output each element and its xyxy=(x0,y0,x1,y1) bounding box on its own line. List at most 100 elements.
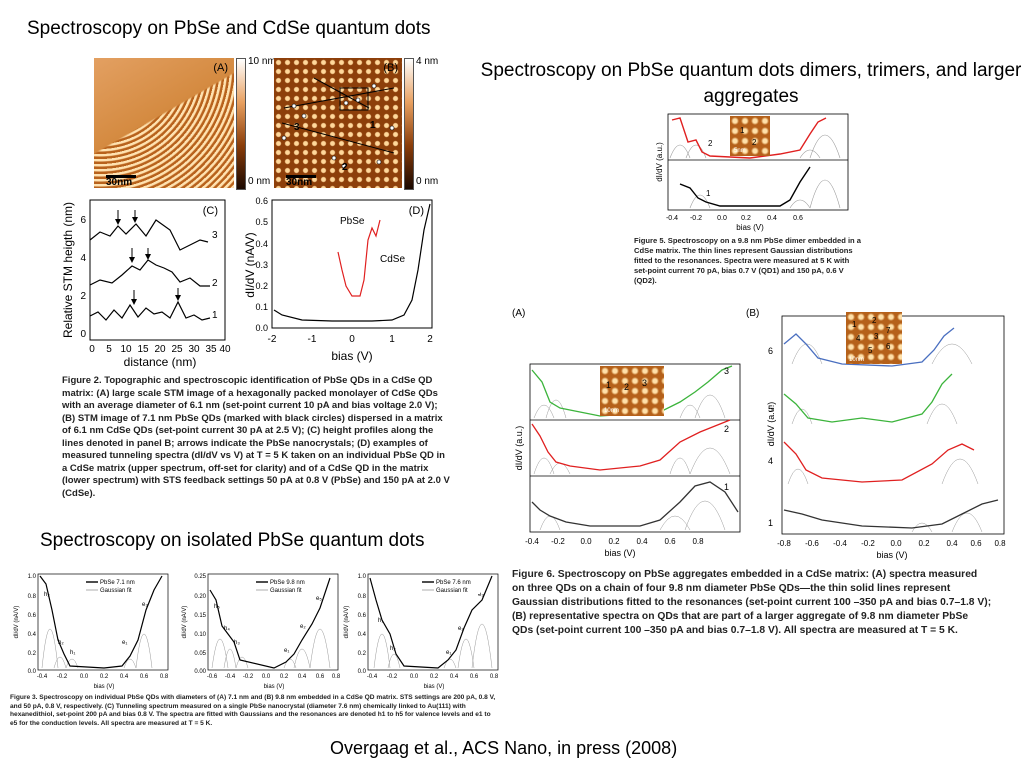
fig3c-ytick: 0.0 xyxy=(358,669,367,675)
figure-3-caption: Figure 3. Spectroscopy on individual PbS… xyxy=(10,694,496,727)
c-xtick: 15 xyxy=(137,344,149,355)
fig3c-legend-series: PbSe 7.6 nm xyxy=(436,580,471,586)
c-xtick: 25 xyxy=(171,344,183,355)
inset-qd-2: 2 xyxy=(624,382,630,392)
fig6a-xtick: 0.8 xyxy=(692,537,704,546)
fig6a-curve-label: 1 xyxy=(724,482,729,492)
d-xtick: 1 xyxy=(389,334,395,345)
panel-label-d: (D) xyxy=(409,205,424,217)
fig3b-xlabel: bias (V) xyxy=(264,684,285,690)
fig3c-ytick: 0.6 xyxy=(358,613,367,619)
d-ytick: 0.1 xyxy=(255,302,268,312)
fig6b-xtick: -0.4 xyxy=(833,539,847,548)
fig3c-peak: e₂ xyxy=(458,626,464,632)
fig3b-xtick: 0.0 xyxy=(262,674,271,680)
fig6b-xtick: -0.2 xyxy=(861,539,875,548)
fig3b-ytick: 0.10 xyxy=(194,632,206,638)
fig6b-xtick: 0.4 xyxy=(946,539,958,548)
fig3a-ytick: 1.0 xyxy=(28,574,37,580)
fig3b-ytick: 0.00 xyxy=(194,669,206,675)
inset-qd-6: 6 xyxy=(886,342,891,351)
scale-label: 30nm xyxy=(106,177,133,188)
fig6b-ylabel: dI/dV (a.u.) xyxy=(766,402,776,447)
inset-qd-3: 3 xyxy=(874,332,879,341)
c-xtick: 40 xyxy=(219,344,231,355)
fig6b-inset-stm: 1 2 7 4 3 6 5 10nm xyxy=(846,312,902,364)
fig3b-xtick: -0.2 xyxy=(243,674,254,680)
fig3a-ylabel: dI/dV (nA/V) xyxy=(14,606,20,639)
figure-6-caption: Figure 6. Spectroscopy on PbSe aggregate… xyxy=(512,569,992,636)
d-ytick: 0.2 xyxy=(255,281,268,291)
fig3c-ytick: 1.0 xyxy=(358,574,367,580)
fig6a-xtick: -0.4 xyxy=(525,537,539,546)
spectra-plot-d: (D) 0.6 0.5 0.4 0.3 0.2 0.1 0.0 -2 -1 0 1 2 bias (… xyxy=(243,196,433,363)
fig6a-xtick: 0.2 xyxy=(608,537,620,546)
scale-bar xyxy=(286,175,316,178)
c-xlabel: distance (nm) xyxy=(124,355,197,369)
fig6b-xtick: 0.0 xyxy=(890,539,902,548)
fig3a-ytick: 0.8 xyxy=(28,594,37,600)
fig3a-legend-fit: Gaussian fit xyxy=(100,588,132,594)
fig6b-xtick: -0.6 xyxy=(805,539,819,548)
d-ytick: 0.4 xyxy=(255,239,268,249)
fig3a-xtick: 0.6 xyxy=(140,674,149,680)
fig6b-curve-label: 1 xyxy=(768,518,773,528)
d-xtick: 0 xyxy=(349,334,355,345)
fig3a-peak: h₁ xyxy=(70,650,75,656)
colorbar-a-top: 10 nm xyxy=(248,56,276,67)
fig3-plot-b: h₅ h₄ h₃ e₁ e₂ e₅ PbSe 9.8 nm Gaussian fit 0.… xyxy=(182,573,341,690)
fig6a-xtick: 0.6 xyxy=(664,537,676,546)
c-xtick: 35 xyxy=(205,344,217,355)
fig3a-xtick: 0.0 xyxy=(80,674,89,680)
fig6b-xlabel: bias (V) xyxy=(876,550,907,560)
fig3a-ytick: 0.2 xyxy=(28,651,37,657)
scale-bar xyxy=(106,175,136,178)
fig5-inset-stm: 1 2 5nm xyxy=(730,116,770,156)
fig3c-ytick: 0.8 xyxy=(358,594,367,600)
fig6a-inset-scale: 10nm xyxy=(604,408,620,414)
inset-qd-7: 7 xyxy=(886,326,891,335)
c-xtick: 5 xyxy=(106,344,112,355)
fig3a-xtick: -0.4 xyxy=(37,674,48,680)
fig3b-peak: e₅ xyxy=(316,596,322,602)
d-ytick: 0.5 xyxy=(255,217,268,227)
fig3b-xtick: 0.2 xyxy=(280,674,289,680)
fig3b-ytick: 0.05 xyxy=(194,651,206,657)
colorbar-a xyxy=(236,58,246,190)
fig3c-ytick: 0.2 xyxy=(358,651,367,657)
fig5-xtick: -0.2 xyxy=(690,215,702,222)
colorbar-b xyxy=(404,58,414,190)
stm-image-b: 3 1 2 (B) 30nm xyxy=(274,58,402,188)
fig5-xtick: 0.6 xyxy=(793,215,803,222)
profile-label-2: 2 xyxy=(342,162,348,173)
fig3c-ytick: 0.4 xyxy=(358,632,367,638)
fig3a-peak: h₂ xyxy=(58,640,64,646)
fig6-plot-b: 6 5 4 1 -0.8 -0.6 -0.4 -0.2 0.0 0.2 0.4 0.6 0.8 … xyxy=(766,315,1006,560)
inset-qd-2: 2 xyxy=(872,316,877,325)
inset-qd-1: 1 xyxy=(606,380,612,390)
fig3c-xtick: -0.4 xyxy=(367,674,378,680)
c-curve-label: 2 xyxy=(212,278,218,289)
fig3b-peak: h₅ xyxy=(214,604,220,610)
fig3b-peak: h₃ xyxy=(234,640,240,646)
c-ytick: 4 xyxy=(80,253,86,264)
fig5-ylabel: dI/dV (a.u.) xyxy=(655,142,664,182)
colorbar-a-bottom: 0 nm xyxy=(248,176,271,187)
fig3b-legend-fit: Gaussian fit xyxy=(270,588,302,594)
d-ytick: 0.0 xyxy=(255,323,268,333)
c-xtick: 10 xyxy=(120,344,132,355)
figure-5-plot: 2 1 -0.4 -0.2 0.0 0.2 0.4 0.6 bias (V) dI/dV … xyxy=(655,113,849,232)
colorbar-b-top: 4 nm xyxy=(416,56,439,67)
fig3-plot-a: h₂ h₂ h₁ e₁ e₃ PbSe 7.1 nm Gaussian fit 1.0 0… xyxy=(14,573,169,690)
fig6b-curve-label: 6 xyxy=(768,346,773,356)
fig5-xtick: 0.0 xyxy=(717,215,727,222)
c-curve-label: 1 xyxy=(212,310,218,321)
figure-5-caption: Figure 5. Spectroscopy on a 9.8 nm PbSe … xyxy=(634,236,862,285)
fig3c-xtick: 0.8 xyxy=(490,674,499,680)
fig5-curve-label: 1 xyxy=(706,189,711,198)
figure-2: (A) 30nm 10 nm 0 nm 3 1 2 (B) 30nm 4 nm … xyxy=(60,50,455,530)
fig3b-xtick: -0.4 xyxy=(225,674,236,680)
fig3b-ytick: 0.20 xyxy=(194,594,206,600)
figure-5: 2 1 -0.4 -0.2 0.0 0.2 0.4 0.6 bias (V) dI/dV … xyxy=(634,112,880,292)
